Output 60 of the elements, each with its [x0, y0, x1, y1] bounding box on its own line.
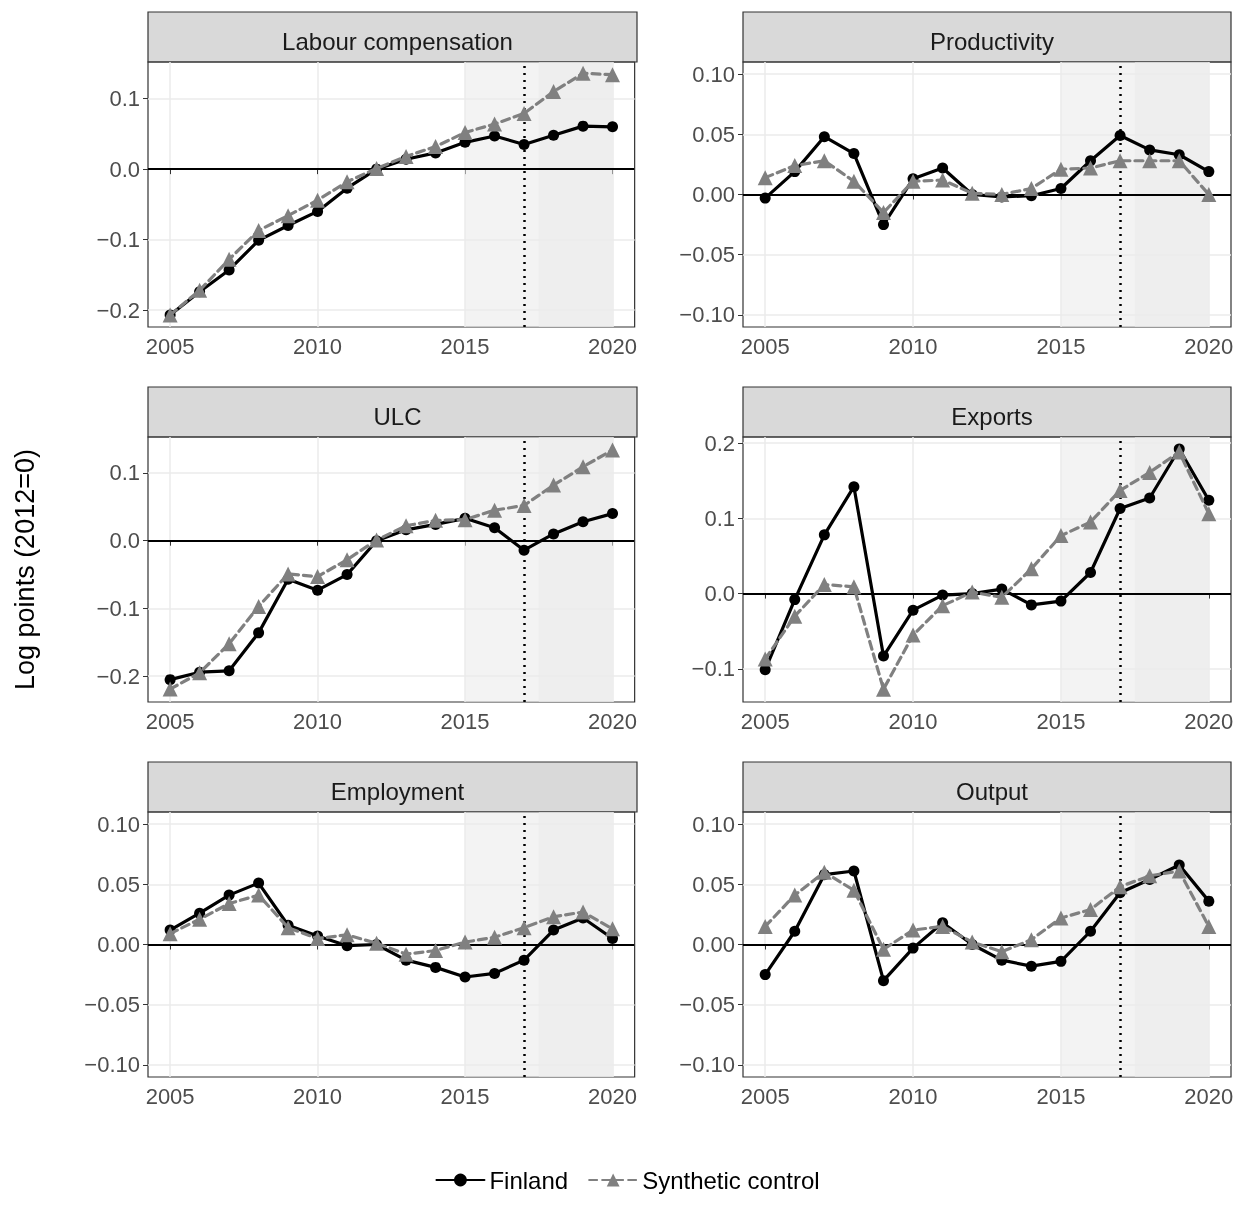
x-tick-label: 2015	[1036, 333, 1086, 359]
y-tick-label: 0.10	[692, 61, 735, 87]
x-tick-label: 2005	[145, 708, 195, 734]
x-tick-label: 2005	[145, 1083, 195, 1109]
y-tick-label: −0.05	[679, 242, 735, 268]
x-tick-label: 2005	[740, 1083, 790, 1109]
y-tick-label: −0.2	[96, 663, 140, 689]
x-tick-label: 2005	[740, 708, 790, 734]
chart-title: Labour compensation	[282, 27, 513, 55]
x-tick-label: 2010	[888, 333, 938, 359]
y-tick-label: 0.05	[692, 121, 735, 147]
x-tick-label: 2015	[440, 1083, 490, 1109]
chart-title: Employment	[330, 777, 465, 805]
x-tick-label: 2015	[440, 333, 490, 359]
chart-title: Exports	[951, 402, 1033, 430]
legend-label: Synthetic control	[642, 1166, 820, 1194]
x-tick-label: 2015	[440, 708, 490, 734]
y-tick-label: 0.00	[692, 932, 735, 957]
x-tick-label: 2020	[588, 333, 638, 359]
x-tick-label: 2015	[1036, 1083, 1086, 1109]
y-tick-label: 0.1	[704, 505, 735, 531]
x-tick-label: 2010	[888, 1083, 938, 1109]
y-tick-label: 0.00	[97, 932, 140, 957]
chart-title: Productivity	[929, 27, 1055, 55]
y-tick-label: −0.2	[96, 297, 140, 323]
y-tick-label: 0.1	[109, 460, 140, 486]
y-tick-label: 0.10	[692, 811, 735, 837]
x-tick-label: 2010	[293, 333, 343, 359]
y-tick-label: −0.10	[679, 302, 735, 328]
x-tick-label: 2010	[293, 1083, 343, 1109]
chart-title: ULC	[373, 402, 422, 430]
y-tick-label: 0.05	[97, 871, 140, 897]
x-tick-label: 2020	[1184, 708, 1234, 734]
x-tick-label: 2020	[1184, 1083, 1234, 1109]
x-tick-label: 2020	[588, 708, 638, 734]
y-tick-label: −0.10	[84, 1052, 140, 1078]
y-tick-label: 0.0	[109, 528, 140, 554]
x-tick-label: 2005	[145, 333, 195, 359]
x-tick-label: 2010	[888, 708, 938, 734]
y-tick-label: −0.1	[691, 656, 735, 682]
x-tick-label: 2020	[588, 1083, 638, 1109]
x-tick-label: 2005	[740, 333, 790, 359]
y-tick-label: −0.05	[84, 992, 140, 1018]
chart-title: Output	[955, 777, 1029, 805]
y-tick-label: 0.0	[704, 581, 735, 607]
y-tick-label: 0.05	[692, 871, 735, 897]
y-tick-label: −0.1	[96, 227, 140, 253]
x-tick-label: 2015	[1036, 708, 1086, 734]
y-axis-title: Log points (2012=0)	[9, 449, 40, 690]
y-tick-label: 0.1	[109, 86, 140, 112]
y-tick-label: −0.10	[679, 1052, 735, 1078]
y-tick-label: −0.05	[679, 992, 735, 1018]
y-tick-label: 0.0	[109, 156, 140, 182]
x-tick-label: 2020	[1184, 333, 1234, 359]
y-tick-label: −0.1	[96, 595, 140, 621]
y-tick-label: 0.00	[692, 182, 735, 207]
legend-label: Finland	[489, 1166, 569, 1194]
x-tick-label: 2010	[293, 708, 343, 734]
y-tick-label: 0.2	[704, 430, 735, 456]
y-tick-label: 0.10	[97, 811, 140, 837]
